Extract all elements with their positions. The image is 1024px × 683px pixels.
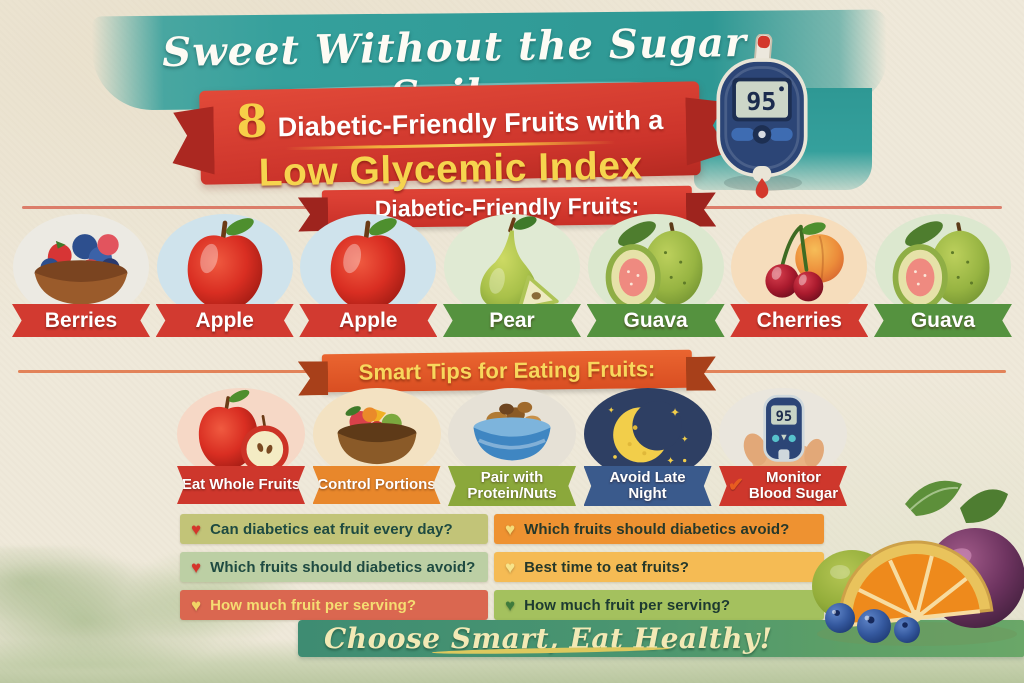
cherries-icon: [765, 222, 845, 302]
fruit-label: Apple: [195, 308, 254, 332]
fruit-count: 8: [235, 94, 269, 149]
faq-question: How much fruit per serving?: [524, 596, 731, 614]
fruit-label-ribbon: Guava: [586, 304, 725, 337]
fruit-label-ribbon: Berries: [12, 304, 150, 337]
fruit-label-ribbon: Guava: [873, 304, 1012, 337]
faq-row: ♥ Can diabetics eat fruit every day?: [180, 514, 488, 544]
fruit-label-ribbon: Apple: [155, 304, 294, 337]
tips-section-ribbon: Smart Tips for Eating Fruits:: [321, 349, 693, 393]
hero-title-line1: Diabetic-Friendly Fruits with a: [277, 104, 664, 143]
fruit-circle: [731, 214, 868, 320]
fruit-card-berries: Berries: [12, 214, 150, 337]
fruit-label: Pear: [489, 308, 535, 332]
faq-question: Best time to eat fruits?: [524, 558, 690, 576]
fruit-card-cherries: Cherries: [730, 214, 869, 337]
tip-card-pair-with-protein: Pair with Protein/Nuts: [447, 388, 577, 506]
fruit-label-ribbon: Apple: [299, 304, 438, 337]
fruit-circle: [874, 214, 1011, 320]
faq-question: Which fruits should diabetics avoid?: [210, 558, 476, 576]
tip-circle: [177, 388, 305, 480]
heart-icon: ♥: [505, 595, 516, 615]
guava-icon: [892, 221, 990, 311]
hero-ribbon: 8 Diabetic-Friendly Fruits with a Low Gl…: [199, 81, 701, 195]
fruit-circle: [156, 214, 293, 320]
heart-icon: ♥: [191, 557, 202, 577]
faq-row: ♥ Which fruits should diabetics avoid?: [494, 514, 824, 544]
fruit-label-ribbon: Cherries: [730, 304, 869, 337]
tip-circle: [448, 388, 576, 480]
faq-row: ♥ Best time to eat fruits?: [494, 552, 824, 582]
faq-row: ♥ Which fruits should diabetics avoid?: [180, 552, 488, 582]
faq-row: ♥ How much fruit per serving?: [180, 590, 488, 620]
tip-label: Control Portions: [317, 476, 436, 493]
tip-label-line2: Night: [628, 485, 667, 502]
fruit-label: Guava: [910, 308, 976, 332]
check-icon: ✔: [727, 475, 744, 496]
tips-row: Eat Whole Fruits: [176, 388, 848, 506]
fruit-card-guava: Guava: [873, 214, 1012, 337]
fruit-label: Apple: [339, 308, 398, 332]
fruit-card-apple: Apple: [299, 214, 438, 337]
tip-meter-reading: 95: [776, 409, 793, 425]
nuts-bowl-icon: [473, 401, 551, 461]
apple-icon: [187, 218, 262, 311]
tip-label: Monitor: [765, 469, 821, 486]
fruit-circle: [443, 214, 580, 320]
faq-column-right: ♥ Which fruits should diabetics avoid? ♥…: [494, 514, 824, 628]
berries-icon: [34, 234, 128, 305]
glucose-meter-icon: 95: [743, 394, 824, 479]
tip-label: Pair with: [480, 469, 544, 486]
moon-icon: ✦ ✦ ✦ ✦: [607, 401, 689, 467]
whole-apple-icon: [198, 389, 289, 474]
fruit-label-ribbon: Pear: [442, 304, 581, 337]
tip-card-control-portions: Control Portions: [312, 388, 442, 506]
apple-icon: [330, 218, 406, 311]
svg-text:✦: ✦: [607, 406, 614, 415]
faq-column-left: ♥ Can diabetics eat fruit every day? ♥ W…: [180, 514, 488, 628]
guava-icon: [605, 221, 703, 311]
tips-section-title: Smart Tips for Eating Fruits:: [358, 356, 656, 385]
faq-question: How much fruit per serving?: [210, 596, 417, 614]
tip-label-ribbon: ✔ Monitor Blood Sugar: [719, 466, 847, 506]
meter-reading: 95: [746, 87, 776, 116]
tip-card-avoid-late-night: ✦ ✦ ✦ ✦ Avoid Late Night: [583, 388, 713, 506]
tip-label-line2: Protein/Nuts: [467, 485, 557, 502]
heart-icon: ♥: [505, 519, 516, 539]
tip-circle: [312, 388, 441, 480]
fruit-label: Cherries: [756, 308, 842, 332]
fruit-circle: [587, 214, 724, 320]
fruit-label: Berries: [44, 308, 118, 332]
pear-icon: [480, 216, 559, 311]
svg-text:✦: ✦: [666, 456, 674, 467]
fruit-cluster-decoration: [812, 480, 1024, 646]
tip-label: Avoid Late: [609, 469, 686, 486]
faq-question: Which fruits should diabetics avoid?: [524, 520, 790, 538]
heart-icon: ♥: [505, 557, 516, 577]
fruit-row: Berries Apple: [12, 214, 1012, 337]
fruit-circle: [300, 214, 437, 320]
faq-question: Can diabetics eat fruit every day?: [210, 520, 453, 538]
fruit-card-guava: Guava: [586, 214, 725, 337]
tip-label-ribbon: Control Portions: [312, 466, 441, 504]
svg-text:✦: ✦: [670, 406, 680, 420]
tip-label-line2: Blood Sugar: [748, 485, 839, 502]
fruit-card-pear: Pear: [442, 214, 581, 337]
tip-card-eat-whole-fruits: Eat Whole Fruits: [176, 388, 306, 506]
tip-label-ribbon: Eat Whole Fruits: [177, 466, 305, 504]
faq-row: ♥ How much fruit per serving?: [494, 590, 824, 620]
fruit-card-apple: Apple: [155, 214, 294, 337]
fruit-bowl-icon: [337, 406, 416, 465]
tip-label-ribbon: Pair with Protein/Nuts: [448, 466, 576, 506]
tip-label: Eat Whole Fruits: [181, 476, 301, 493]
heart-icon: ♥: [191, 519, 202, 539]
tip-card-monitor-blood-sugar: 95 ✔ Monitor Blood Sugar: [718, 388, 848, 506]
fruit-label: Guava: [623, 308, 688, 332]
tip-circle: ✦ ✦ ✦ ✦: [583, 388, 712, 480]
svg-text:✦: ✦: [681, 434, 689, 444]
tip-label-ribbon: Avoid Late Night: [583, 466, 712, 506]
fruit-circle: [13, 214, 149, 320]
heart-icon: ♥: [191, 595, 202, 615]
glucose-meter-icon: 95: [716, 34, 808, 199]
